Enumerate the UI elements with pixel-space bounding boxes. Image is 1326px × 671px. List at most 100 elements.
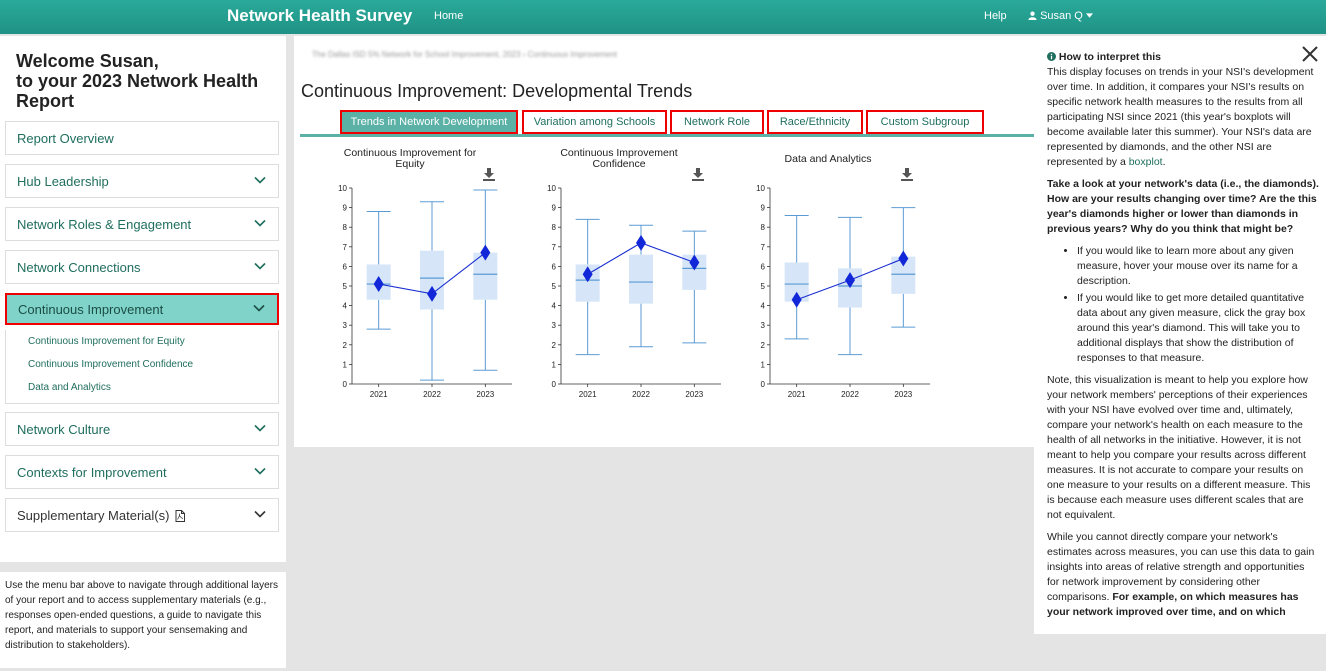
y-tick-label: 10 [547,184,556,193]
info-paragraph-2: Take a look at your network's data (i.e.… [1047,178,1319,235]
sub-link-ci-equity[interactable]: Continuous Improvement for Equity [28,336,185,347]
info-circle-icon [1047,52,1056,61]
y-tick-label: 2 [761,341,766,350]
download-icon[interactable] [483,168,495,181]
y-tick-label: 6 [343,262,348,271]
download-icon[interactable] [692,168,704,181]
y-tick-label: 7 [761,243,766,252]
chart-title: Data and Analytics [785,153,872,165]
nav-home-link[interactable]: Home [434,10,464,22]
y-tick-label: 8 [343,223,348,232]
network-diamond [689,254,700,271]
y-tick-label: 0 [761,380,766,389]
x-tick-label: 2022 [632,390,650,399]
network-diamond [480,244,491,261]
network-diamond [791,291,802,308]
network-diamond [427,285,437,302]
y-tick-label: 3 [552,321,557,330]
chevron-down-icon [254,510,266,518]
user-menu[interactable]: Susan Q [1028,10,1093,22]
x-tick-label: 2023 [894,390,912,399]
y-tick-label: 7 [343,243,348,252]
sidebar-item-report-overview[interactable]: Report Overview [5,121,279,155]
x-tick-label: 2022 [841,390,859,399]
x-tick-label: 2023 [476,390,494,399]
chevron-down-icon [254,219,266,227]
chart-data-analytics: Data and Analytics 0 1 2 3 4 5 6 7 8 9 10 2021 2022 20… [756,153,930,399]
info-paragraph-3: Note, this visualization is meant to hel… [1047,374,1311,521]
y-tick-label: 1 [552,360,557,369]
tab-race-ethnicity[interactable]: Race/Ethnicity [767,110,863,134]
y-tick-label: 9 [343,204,348,213]
sidebar-item-continuous-improvement[interactable]: Continuous Improvement [5,293,279,325]
boxplot-link[interactable]: boxplot [1128,156,1163,168]
tab-custom-subgroup[interactable]: Custom Subgroup [866,110,984,134]
sidebar: Welcome Susan, to your 2023 Network Heal… [0,36,286,562]
chevron-down-icon [254,467,266,475]
network-diamond [898,250,909,267]
tab-network-role[interactable]: Network Role [670,110,764,134]
continuous-improvement-submenu: Continuous Improvement for Equity Contin… [5,330,279,404]
x-tick-label: 2021 [370,390,388,399]
box[interactable] [629,254,653,304]
y-tick-label: 4 [761,302,766,311]
y-tick-label: 5 [343,282,348,291]
sub-link-ci-confidence[interactable]: Continuous Improvement Confidence [28,359,194,370]
chart-title: Equity [395,158,425,170]
network-diamond [373,276,384,293]
info-heading: How to interpret this [1047,50,1161,65]
page-title: Continuous Improvement: Developmental Tr… [301,81,693,101]
tab-variation-among-schools[interactable]: Variation among Schools [522,110,667,134]
sidebar-item-network-culture[interactable]: Network Culture [5,412,279,446]
nav-help-link[interactable]: Help [984,10,1007,22]
x-tick-label: 2023 [685,390,703,399]
welcome-heading: Welcome Susan, to your 2023 Network Heal… [16,51,259,111]
tab-trends-network-development[interactable]: Trends in Network Development [340,110,518,134]
network-diamond [636,234,646,251]
close-icon[interactable] [1300,44,1320,64]
y-tick-label: 4 [343,302,348,311]
pdf-file-icon [175,510,186,522]
sub-link-data-analytics[interactable]: Data and Analytics [28,382,111,393]
info-bullet: If you would like to get more detailed q… [1077,291,1319,366]
y-tick-label: 7 [552,243,557,252]
y-tick-label: 9 [761,204,766,213]
chevron-down-icon [254,262,266,270]
y-tick-label: 10 [756,184,765,193]
chart-title: Continuous Improvement for [344,147,477,159]
sidebar-item-network-roles[interactable]: Network Roles & Engagement [5,207,279,241]
y-tick-label: 8 [761,223,766,232]
info-paragraph-4: While you cannot directly compare your n… [1047,531,1315,618]
chart-title: Continuous Improvement [560,147,677,159]
info-bullet: If you would like to learn more about an… [1077,244,1319,289]
y-tick-label: 3 [761,321,766,330]
main-panel: The Dallas ISD 5% Network for School Imp… [294,36,1034,447]
info-paragraph-1: This display focuses on trends in your N… [1047,66,1314,168]
y-tick-label: 1 [761,360,766,369]
x-tick-label: 2021 [579,390,597,399]
y-tick-label: 4 [552,302,557,311]
info-body: This display focuses on trends in your N… [1047,65,1319,627]
y-tick-label: 5 [761,282,766,291]
y-tick-label: 2 [552,341,557,350]
info-bullets: If you would like to learn more about an… [1077,244,1319,366]
breadcrumb[interactable]: The Dallas ISD 5% Network for School Imp… [312,50,618,59]
brand-title[interactable]: Network Health Survey [227,6,413,25]
y-tick-label: 1 [343,360,348,369]
y-tick-label: 8 [552,223,557,232]
chevron-down-icon [253,304,265,312]
sidebar-item-network-connections[interactable]: Network Connections [5,250,279,284]
y-tick-label: 0 [552,380,557,389]
tab-underline [300,134,1034,137]
x-tick-label: 2022 [423,390,441,399]
y-tick-label: 6 [552,262,557,271]
chart-title: Confidence [592,158,645,170]
sidebar-item-hub-leadership[interactable]: Hub Leadership [5,164,279,198]
y-tick-label: 9 [552,204,557,213]
sidebar-item-supplementary[interactable]: Supplementary Material(s) [5,498,279,532]
interpretation-panel: How to interpret this This display focus… [1034,36,1326,634]
sidebar-item-contexts[interactable]: Contexts for Improvement [5,455,279,489]
network-diamond [582,266,593,283]
download-icon[interactable] [901,168,913,181]
